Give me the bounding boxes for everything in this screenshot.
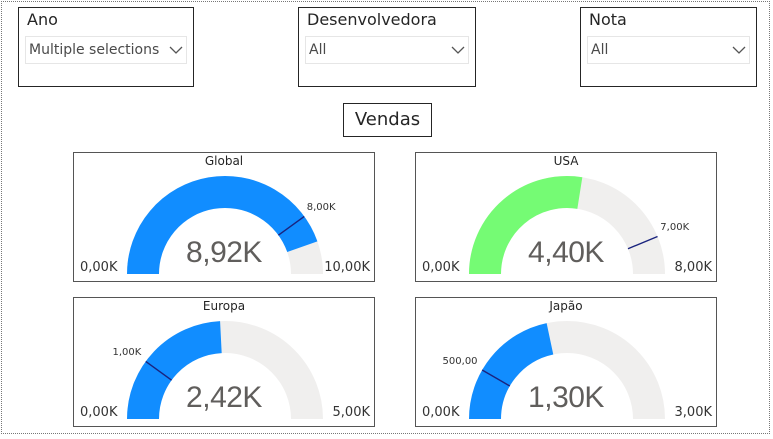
gauge-max-label: 3,00K (674, 405, 712, 420)
gauge-fill (127, 176, 318, 275)
gauge-target-line (481, 369, 511, 387)
gauge-title: Global (204, 154, 244, 168)
page-title: Vendas (343, 103, 432, 137)
gauge-target-line (145, 360, 173, 381)
gauge-min-label: 0,00K (80, 405, 118, 420)
slicer-value: All (309, 42, 327, 58)
gauge-min-label: 0,00K (422, 405, 460, 420)
gauge-card-japao[interactable]: Japão 1,30K 0,00K 3,00K 500,00 (415, 297, 717, 427)
gauge-max-label: 8,00K (674, 260, 712, 275)
gauge-title: Europa (202, 299, 246, 313)
gauge-card-usa[interactable]: USA 4,40K 0,00K 8,00K 7,00K (415, 152, 717, 282)
slicer-dropdown-nota[interactable]: All (587, 36, 750, 64)
gauge-target-line (627, 235, 658, 250)
gauge-title: USA (553, 154, 579, 168)
slicer-desenvolvedora: Desenvolvedora All (298, 7, 476, 87)
slicer-title: Ano (27, 10, 58, 29)
gauge-card-global[interactable]: Global 8,92K 0,00K 10,00K 8,00K (73, 152, 375, 282)
slicer-title: Nota (589, 10, 627, 29)
gauge-target-label: 500,00 (442, 355, 478, 367)
gauge-min-label: 0,00K (80, 260, 118, 275)
slicer-ano: Ano Multiple selections (18, 7, 194, 87)
gauge-chart (469, 176, 665, 275)
slicer-dropdown-ano[interactable]: Multiple selections (25, 36, 187, 64)
chevron-down-icon (451, 46, 465, 54)
gauge-value: 8,92K (186, 236, 262, 269)
gauge-fill (469, 323, 554, 420)
gauge-value: 1,30K (528, 381, 604, 414)
slicer-dropdown-desenvolvedora[interactable]: All (305, 36, 469, 64)
slicer-value: All (591, 42, 609, 58)
gauge-max-label: 5,00K (332, 405, 370, 420)
gauge-max-label: 10,00K (324, 260, 370, 275)
gauge-target-line (277, 215, 305, 236)
gauge-chart (469, 321, 665, 420)
gauge-card-europa[interactable]: Europa 2,42K 0,00K 5,00K 1,00K (73, 297, 375, 427)
gauge-chart (127, 321, 323, 420)
chevron-down-icon (732, 46, 746, 54)
gauge-target-label: 8,00K (306, 201, 336, 213)
gauge-fill (469, 176, 583, 275)
gauge-target-label: 1,00K (112, 346, 142, 358)
slicer-nota: Nota All (580, 7, 757, 87)
gauge-value: 4,40K (528, 236, 604, 269)
gauge-target-label: 7,00K (660, 222, 690, 234)
gauge-fill (127, 321, 223, 420)
gauge-value: 2,42K (186, 381, 262, 414)
gauge-title: Japão (549, 299, 583, 313)
slicer-title: Desenvolvedora (307, 10, 437, 29)
gauge-min-label: 0,00K (422, 260, 460, 275)
chevron-down-icon (169, 46, 183, 54)
gauge-chart (127, 176, 323, 275)
slicer-value: Multiple selections (29, 42, 160, 58)
